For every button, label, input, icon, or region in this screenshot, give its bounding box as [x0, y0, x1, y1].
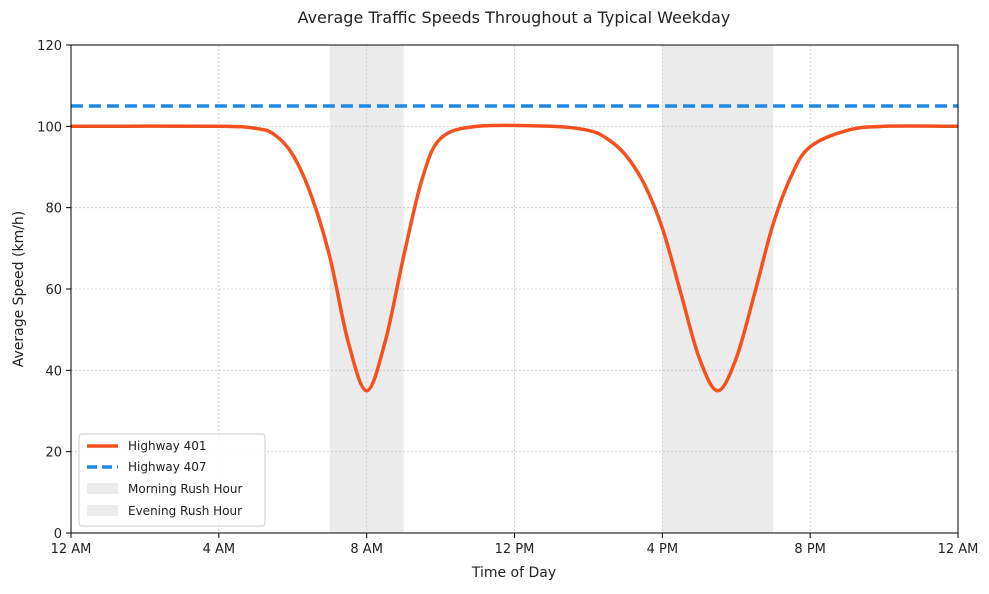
y-tick-label: 60 [45, 283, 62, 298]
legend-label-highway-401: Highway 401 [128, 439, 207, 453]
legend-label-evening-rush: Evening Rush Hour [128, 504, 242, 518]
x-tick-label: 12 AM [51, 542, 92, 557]
legend-label-highway-407: Highway 407 [128, 460, 207, 474]
y-tick-label: 0 [54, 527, 62, 542]
x-axis-label: Time of Day [471, 565, 556, 581]
legend: Highway 401 Highway 407 Morning Rush Hou… [78, 433, 266, 527]
y-tick-label: 120 [37, 39, 62, 54]
axis-ticks: 12 AM 4 AM 8 AM 12 PM 4 PM 8 PM 12 AM020406080… [37, 39, 978, 557]
chart-title: Average Traffic Speeds Throughout a Typi… [298, 8, 731, 27]
x-tick-label: 8 AM [350, 542, 383, 557]
y-tick-label: 40 [45, 364, 62, 379]
series-line-highway-401 [70, 123, 959, 393]
x-tick-label: 8 PM [794, 542, 825, 557]
legend-swatch-morning-rush [87, 483, 118, 494]
legend-label-morning-rush: Morning Rush Hour [128, 482, 242, 496]
y-tick-label: 20 [45, 446, 62, 461]
series-lines [70, 104, 959, 393]
y-tick-label: 80 [45, 202, 62, 217]
x-tick-label: 4 PM [647, 542, 678, 557]
y-tick-label: 100 [37, 120, 62, 135]
x-tick-label: 4 AM [203, 542, 236, 557]
x-tick-label: 12 AM [938, 542, 979, 557]
y-axis-label: Average Speed (km/h) [11, 211, 27, 368]
legend-box [78, 433, 266, 527]
legend-swatch-evening-rush [87, 505, 118, 516]
x-tick-label: 12 PM [495, 542, 535, 557]
